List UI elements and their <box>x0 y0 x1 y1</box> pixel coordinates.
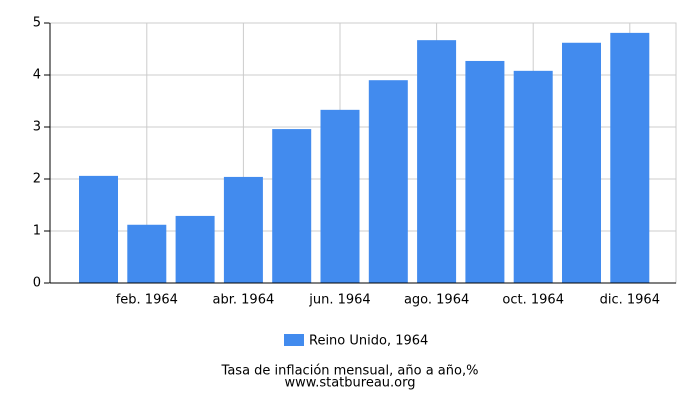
y-tick-label: 4 <box>33 68 41 83</box>
bar <box>127 224 167 283</box>
bar <box>465 60 505 284</box>
y-tick-label: 0 <box>33 276 41 291</box>
bar <box>610 32 650 283</box>
bar <box>320 109 360 283</box>
x-tick-label: oct. 1964 <box>502 293 564 308</box>
x-tick-label: abr. 1964 <box>213 293 275 308</box>
bar <box>175 215 215 283</box>
y-tick-label: 3 <box>33 120 41 135</box>
x-tick-label: ago. 1964 <box>404 293 469 308</box>
y-tick-label: 1 <box>33 224 41 239</box>
y-tick-label: 5 <box>33 16 41 31</box>
bar <box>223 176 263 283</box>
axis-label: Tasa de inflación mensual, año a año,% <box>221 364 479 379</box>
bar <box>368 80 408 283</box>
bar <box>513 70 553 283</box>
bar <box>272 129 312 283</box>
legend-label: Reino Unido, 1964 <box>309 334 428 349</box>
y-tick-label: 2 <box>33 172 41 187</box>
x-tick-label: feb. 1964 <box>116 293 178 308</box>
bar <box>79 175 118 283</box>
bar <box>417 40 457 283</box>
bar <box>562 42 601 284</box>
source: www.statbureau.org <box>285 376 416 391</box>
x-tick-label: dic. 1964 <box>600 293 660 308</box>
legend-swatch <box>284 334 304 346</box>
x-tick-label: jun. 1964 <box>308 293 370 308</box>
